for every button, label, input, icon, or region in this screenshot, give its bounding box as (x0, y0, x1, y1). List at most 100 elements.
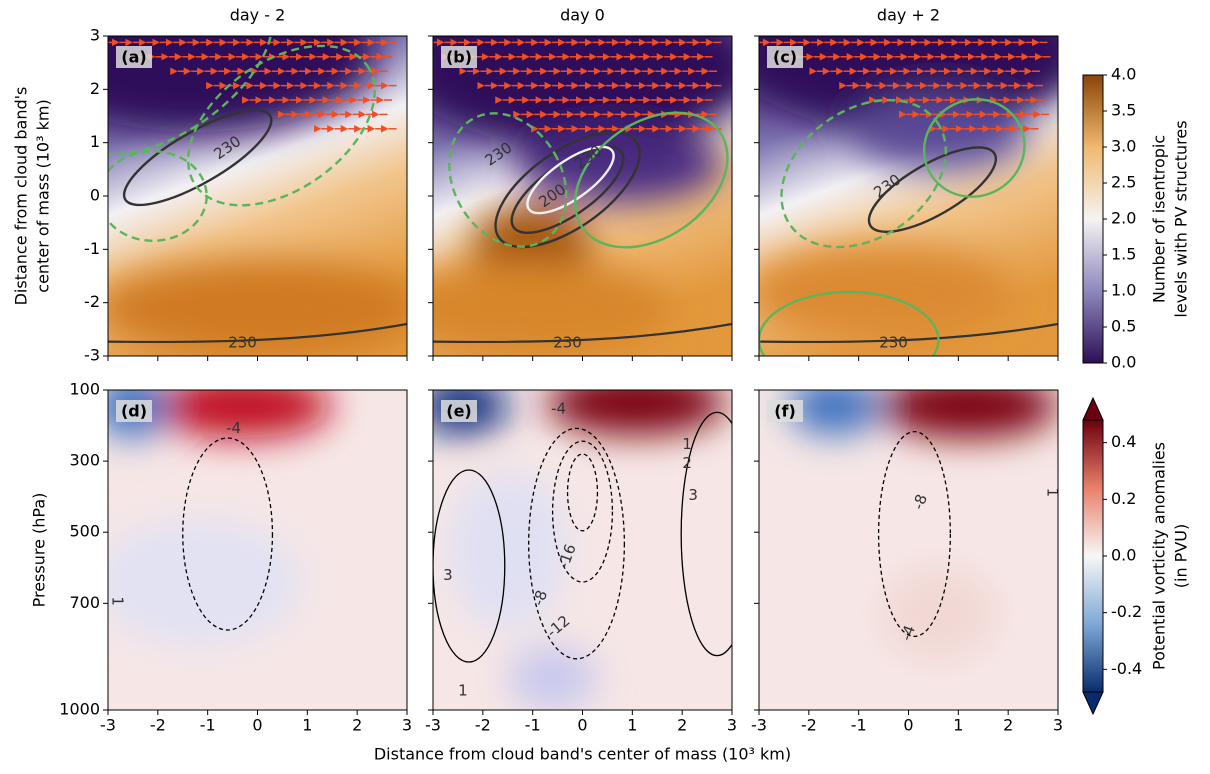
x-tick-label: 0 (577, 716, 587, 735)
x-tick-label: -3 (100, 716, 116, 735)
colorbar (1082, 74, 1104, 364)
contour-label: 1 (682, 435, 692, 453)
panel-label-box (767, 400, 803, 422)
panel-label: (b) (446, 48, 472, 67)
contour-line (759, 322, 1058, 344)
field-blob (878, 566, 999, 662)
contour-line (182, 437, 274, 631)
y-tick-label: 300 (69, 451, 100, 470)
contour-label: 2 (682, 454, 692, 472)
contour-label: -8 (909, 492, 931, 512)
x-tick-label: 3 (402, 716, 412, 735)
y-axis-label: Pressure (hPa) (30, 493, 49, 608)
colorbar-tick-label: -0.2 (1111, 602, 1142, 621)
y-tick-label: 500 (69, 522, 100, 541)
panel-field (108, 390, 407, 710)
x-tick-label: 2 (677, 716, 687, 735)
y-tick-label: 2 (90, 79, 100, 98)
colorbar-label: (in PVU) (1172, 524, 1191, 588)
contour-line (108, 36, 274, 156)
panel-field (433, 390, 732, 710)
contour-label: 3 (443, 566, 453, 584)
colorbar-tick-label: 2.0 (1111, 209, 1136, 228)
contour-line (186, 44, 376, 207)
field-blob (433, 36, 732, 148)
contour-label: 1 (1044, 488, 1062, 498)
x-tick-label: -3 (425, 716, 441, 735)
colorbar-tick-label: 0.2 (1111, 489, 1136, 508)
contour-label: 230 (228, 334, 257, 352)
x-tick-label: 2 (1003, 716, 1013, 735)
colorbar-tick-label: 0.0 (1111, 353, 1136, 372)
colorbar-tick-label: 0.5 (1111, 317, 1136, 336)
panel-title: day 0 (560, 6, 605, 25)
y-axis-label: Distance from cloud band's (12, 87, 31, 306)
x-axis-label: Distance from cloud band's center of mas… (374, 745, 791, 764)
field-blob (152, 390, 333, 438)
y-tick-label: 3 (90, 26, 100, 45)
panel-label-box (441, 46, 477, 68)
field-blob (546, 390, 726, 435)
x-tick-label: -2 (475, 716, 491, 735)
colorbar-tick-label: -0.4 (1111, 659, 1142, 678)
panel-field (759, 36, 1058, 356)
contour-line (877, 430, 952, 638)
field-blob (447, 470, 568, 630)
panel-label-box (116, 46, 152, 68)
field-blob (759, 244, 1014, 340)
panel-label: (f) (774, 402, 796, 421)
x-tick-label: -2 (150, 716, 166, 735)
y-tick-label: -3 (84, 346, 100, 365)
colorbar-label: Number of isentropic (1150, 135, 1169, 303)
colorbar-extend (1082, 691, 1104, 716)
contour-label: 1 (458, 681, 468, 699)
x-tick-label: -1 (851, 716, 867, 735)
y-tick-label: 1 (90, 132, 100, 151)
field-blob (788, 390, 879, 435)
panel-label-box (116, 400, 152, 422)
x-tick-label: 1 (953, 716, 963, 735)
panel-label: (d) (121, 402, 147, 421)
panel-label-box (767, 46, 803, 68)
contour-line (108, 322, 407, 344)
colorbar-label: levels with PV structures (1172, 120, 1191, 317)
colorbar-tick-label: 3.5 (1111, 101, 1136, 120)
colorbar-tick-label: 4.0 (1111, 65, 1136, 84)
contour-line (526, 145, 615, 215)
colorbar-tick-label: 2.5 (1111, 173, 1136, 192)
panel-field (759, 390, 1058, 710)
contour-line (494, 130, 641, 249)
y-tick-label: 100 (69, 380, 100, 399)
x-tick-label: -2 (801, 716, 817, 735)
contour-line (573, 111, 729, 249)
panel-title: day - 2 (230, 6, 286, 25)
x-tick-label: 3 (1053, 716, 1063, 735)
x-tick-label: 3 (727, 716, 737, 735)
contour-line (867, 146, 998, 233)
panel-title: day + 2 (877, 6, 940, 25)
field-blob (878, 390, 1058, 438)
panel-label: (a) (121, 48, 146, 67)
contour-label: 3 (688, 486, 698, 504)
contour-line (433, 469, 506, 663)
colorbar-tick-label: 0.4 (1111, 432, 1136, 451)
contour-label: -4 (551, 400, 566, 418)
x-tick-label: -1 (200, 716, 216, 735)
contour-label: -4 (226, 419, 241, 437)
y-tick-label: 700 (69, 593, 100, 612)
colorbar-label: Potential vorticity anomalies (1150, 442, 1169, 670)
contour-label: 230 (879, 334, 908, 352)
contour-line (759, 290, 940, 356)
contour-label: -4 (897, 623, 919, 643)
colorbar-tick-label: 1.0 (1111, 281, 1136, 300)
colorbar-tick-label: 0.0 (1111, 546, 1136, 565)
y-tick-label: -2 (84, 292, 100, 311)
contour-label: -8 (529, 588, 551, 608)
contour-line (680, 411, 732, 657)
field-blob (507, 646, 598, 710)
field-bg (759, 390, 1058, 710)
colorbar (1082, 419, 1104, 693)
contour-label: 230 (553, 334, 582, 352)
y-tick-label: 1000 (59, 700, 100, 719)
contour-line (122, 109, 273, 207)
